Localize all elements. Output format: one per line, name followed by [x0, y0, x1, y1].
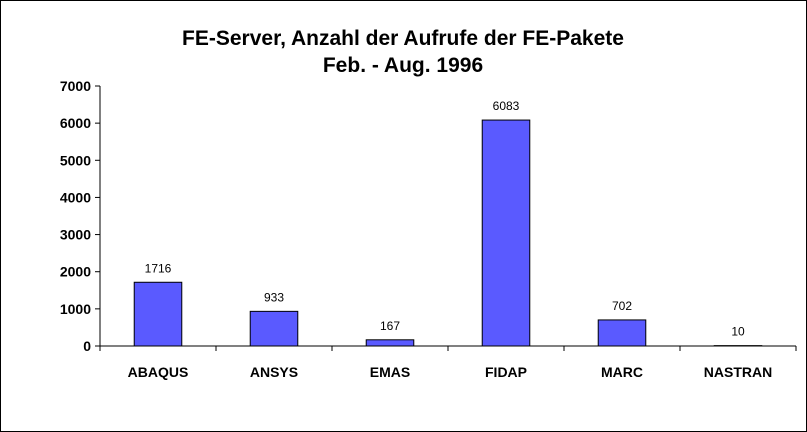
y-axis-ticks: 0 1000 2000 3000 4000 5000 6000 7000 — [60, 78, 100, 354]
y-tick-label: 7000 — [60, 78, 91, 94]
y-tick-label: 5000 — [60, 152, 91, 168]
category-labels: ABAQUS ANSYS EMAS FIDAP MARC NASTRAN — [128, 364, 773, 380]
category-label: EMAS — [370, 364, 410, 380]
data-label: 6083 — [493, 99, 520, 113]
bars — [133, 119, 763, 347]
data-label: 1716 — [145, 261, 172, 275]
bar-abaqus — [133, 281, 183, 347]
chart-title: FE-Server, Anzahl der Aufrufe der FE-Pak… — [182, 27, 624, 50]
x-axis-ticks — [99, 346, 797, 351]
data-label: 167 — [380, 319, 400, 333]
data-label: 702 — [612, 299, 632, 313]
category-label: ABAQUS — [128, 364, 189, 380]
y-tick-label: 2000 — [60, 264, 91, 280]
data-label: 933 — [264, 290, 284, 304]
y-tick-label: 6000 — [60, 115, 91, 131]
chart-subtitle: Feb. - Aug. 1996 — [323, 54, 483, 77]
data-label: 10 — [731, 325, 745, 339]
bar-ansys — [249, 310, 299, 347]
y-tick-label: 1000 — [60, 301, 91, 317]
category-label: ANSYS — [250, 364, 298, 380]
bar-emas — [365, 339, 415, 347]
y-tick-label: 0 — [83, 338, 91, 354]
category-label: MARC — [601, 364, 643, 380]
bar-fidap — [481, 119, 531, 347]
y-tick-label: 3000 — [60, 227, 91, 243]
y-tick-label: 4000 — [60, 189, 91, 205]
category-label: FIDAP — [485, 364, 527, 380]
data-labels: 1716 933 167 6083 702 10 — [145, 99, 745, 339]
bar-marc — [597, 319, 647, 347]
category-label: NASTRAN — [704, 364, 772, 380]
